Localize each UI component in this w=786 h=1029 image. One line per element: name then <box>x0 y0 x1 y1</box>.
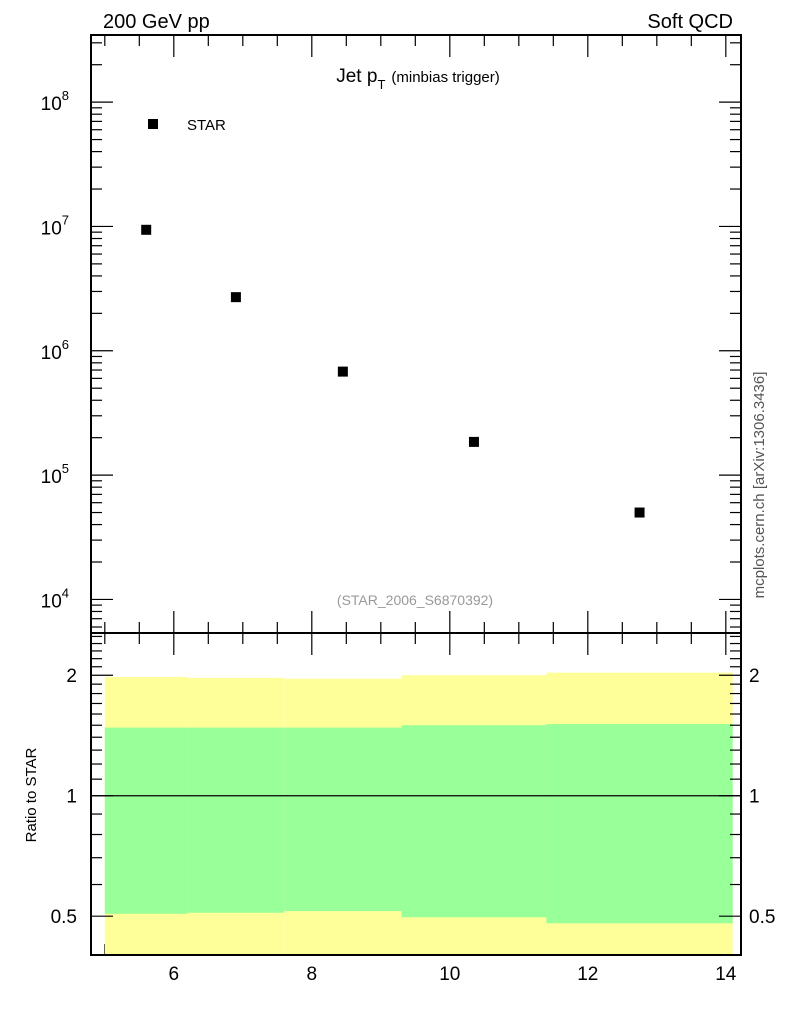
ratio-frame <box>90 632 742 956</box>
y-tick-label: 105 <box>41 461 69 488</box>
x-tick-label: 14 <box>715 964 737 985</box>
stat-band-bin <box>401 725 547 918</box>
y-tick-label: 106 <box>41 337 69 364</box>
legend-marker-star <box>148 119 158 129</box>
ratio-panel: 0.5 0.51 12 26 8 10 12 14 <box>51 632 775 985</box>
y-tick-label: 104 <box>41 585 69 612</box>
y-tick-label: 107 <box>41 212 69 239</box>
ratio-ylabel: Ratio to STAR <box>23 747 40 842</box>
data-point-star <box>337 366 348 377</box>
x-tick-label: 8 <box>307 964 318 985</box>
stat-band-bin <box>284 727 402 912</box>
stat-band-bin <box>104 727 188 914</box>
header-left: 200 GeV pp <box>103 11 210 33</box>
ratio-y-tick-label-right: 0.5 <box>749 907 775 928</box>
data-point-star <box>468 436 479 447</box>
analysis-label: (STAR_2006_S6870392) <box>337 592 493 608</box>
chart-title: Jet pT (minbias trigger) <box>336 66 500 92</box>
ratio-y-tick-label-left: 0.5 <box>51 907 77 928</box>
stat-band-bin <box>546 724 733 924</box>
x-tick-label: 6 <box>169 964 180 985</box>
data-point-star <box>141 224 152 235</box>
x-tick-label: 12 <box>577 964 598 985</box>
data-point-star <box>230 292 241 303</box>
data-point-star <box>634 507 645 518</box>
y-tick-label: 108 <box>41 88 69 115</box>
ratio-y-tick-label-left: 1 <box>66 787 77 808</box>
x-tick-label: 10 <box>439 964 460 985</box>
header-right: Soft QCD <box>647 11 733 33</box>
ratio-y-tick-label-right: 2 <box>749 666 760 687</box>
ratio-y-tick-label-left: 2 <box>66 666 77 687</box>
side-label: mcplots.cern.ch [arXiv:1306.3436] <box>751 372 768 599</box>
legend-label-star: STAR <box>187 117 226 134</box>
ratio-y-tick-label-right: 1 <box>749 787 760 808</box>
stat-band-bin <box>187 727 285 913</box>
